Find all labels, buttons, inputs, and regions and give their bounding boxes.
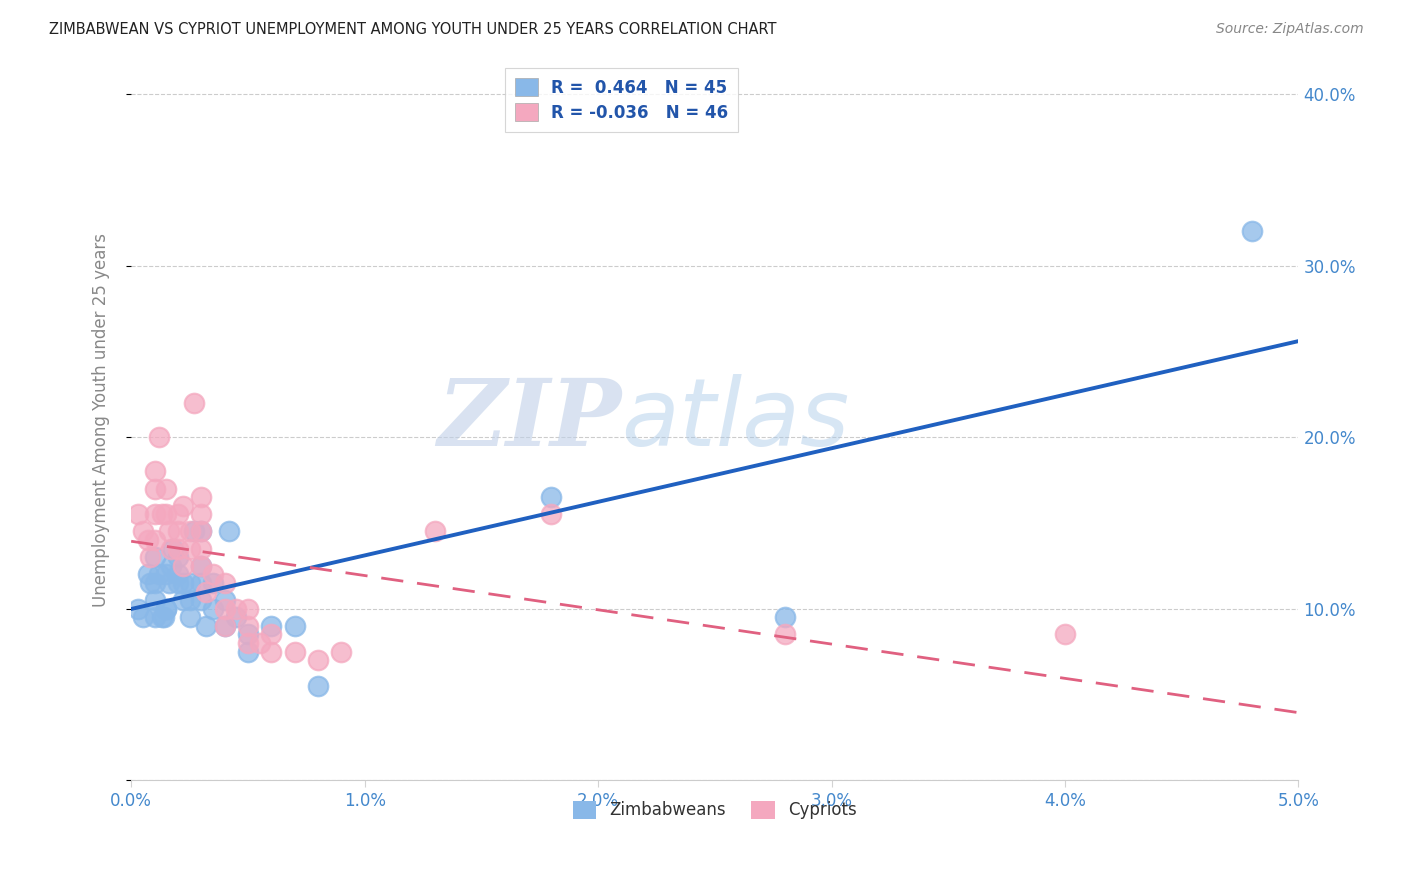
Point (214, 619, 236, 633)
Point (201, 576, 224, 591)
Point (540, 490, 562, 504)
Point (160, 558, 183, 573)
Point (155, 508, 177, 522)
Point (1240, 224, 1263, 238)
Point (155, 567, 177, 582)
Point (166, 541, 188, 556)
Point (136, 567, 159, 582)
Point (214, 619, 236, 633)
Point (143, 508, 166, 522)
Point (143, 610, 166, 624)
Point (190, 558, 212, 573)
Point (127, 601, 149, 615)
Point (214, 601, 236, 615)
Point (307, 679, 329, 693)
Point (260, 644, 283, 658)
Point (225, 610, 247, 624)
Point (190, 576, 212, 591)
Point (423, 524, 446, 539)
Point (236, 601, 259, 615)
Point (143, 465, 166, 479)
Point (190, 490, 212, 504)
Point (143, 533, 166, 547)
Point (236, 627, 259, 641)
Point (179, 593, 201, 607)
Point (132, 610, 155, 624)
Point (166, 567, 188, 582)
Point (143, 593, 166, 607)
Point (773, 627, 796, 641)
Point (150, 610, 173, 624)
Point (172, 499, 194, 513)
Point (157, 576, 180, 591)
Point (194, 584, 217, 599)
Point (190, 524, 212, 539)
Point (190, 524, 212, 539)
Point (166, 550, 188, 565)
Point (183, 524, 205, 539)
Point (236, 619, 259, 633)
Point (330, 644, 353, 658)
Legend: Zimbabweans, Cypriots: Zimbabweans, Cypriots (567, 794, 863, 826)
Point (160, 541, 183, 556)
Point (172, 593, 194, 607)
Point (153, 610, 176, 624)
Point (190, 508, 212, 522)
Point (179, 576, 201, 591)
Point (190, 541, 212, 556)
Point (225, 601, 247, 615)
Point (155, 601, 177, 615)
Point (236, 644, 259, 658)
Point (166, 576, 188, 591)
Point (166, 524, 188, 539)
Text: Source: ZipAtlas.com: Source: ZipAtlas.com (1216, 22, 1364, 37)
Text: ZIMBABWEAN VS CYPRIOT UNEMPLOYMENT AMONG YOUTH UNDER 25 YEARS CORRELATION CHART: ZIMBABWEAN VS CYPRIOT UNEMPLOYMENT AMONG… (49, 22, 776, 37)
Point (214, 593, 236, 607)
Point (172, 576, 194, 591)
Point (143, 550, 166, 565)
Point (773, 610, 796, 624)
Point (143, 482, 166, 496)
Point (201, 601, 224, 615)
Point (139, 550, 162, 565)
Point (136, 533, 159, 547)
Point (179, 524, 201, 539)
Point (148, 567, 170, 582)
Text: atlas: atlas (621, 375, 849, 466)
Point (201, 567, 224, 582)
Point (155, 601, 177, 615)
Point (190, 558, 212, 573)
Point (162, 541, 184, 556)
Point (157, 524, 180, 539)
Point (214, 576, 236, 591)
Point (260, 627, 283, 641)
Point (307, 653, 329, 667)
Point (190, 593, 212, 607)
Point (260, 619, 283, 633)
Point (155, 482, 177, 496)
Point (194, 619, 217, 633)
Point (218, 524, 240, 539)
Y-axis label: Unemployment Among Youth under 25 years: Unemployment Among Youth under 25 years (93, 233, 110, 607)
Point (1053, 627, 1076, 641)
Point (249, 636, 271, 650)
Point (148, 430, 170, 444)
Point (172, 558, 194, 573)
Point (183, 396, 205, 410)
Point (284, 619, 307, 633)
Point (236, 636, 259, 650)
Text: ZIP: ZIP (437, 375, 621, 465)
Point (139, 576, 162, 591)
Point (284, 644, 307, 658)
Point (179, 610, 201, 624)
Point (132, 524, 155, 539)
Point (540, 508, 562, 522)
Point (127, 508, 149, 522)
Point (166, 508, 188, 522)
Point (150, 508, 173, 522)
Point (143, 576, 166, 591)
Point (179, 541, 201, 556)
